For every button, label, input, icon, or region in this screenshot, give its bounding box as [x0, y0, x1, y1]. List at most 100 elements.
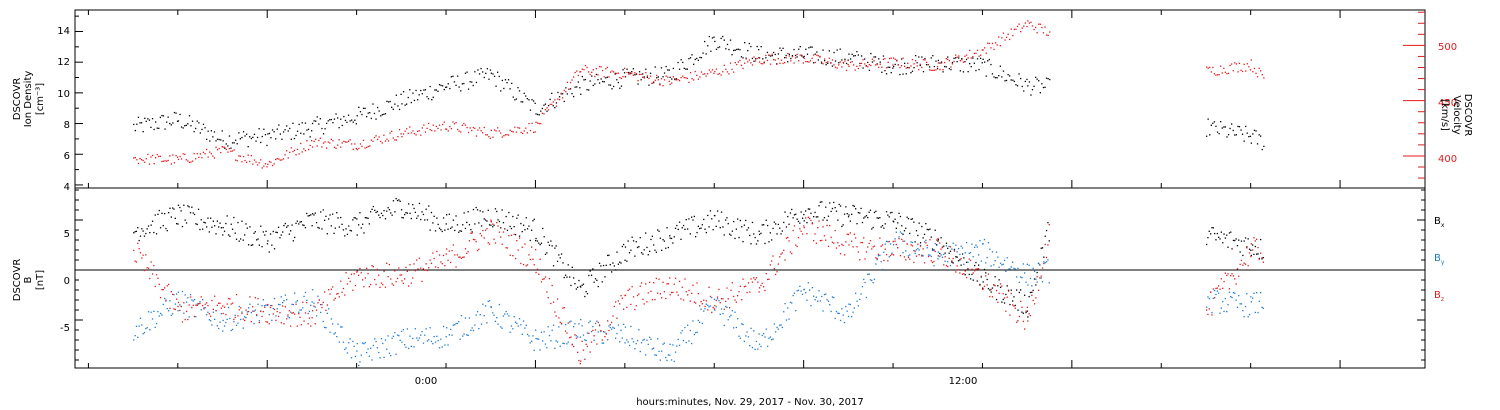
bz-point	[953, 250, 956, 252]
velocity-point	[785, 57, 787, 59]
density-point	[346, 121, 348, 123]
velocity-point	[1045, 34, 1048, 36]
velocity-point	[233, 149, 235, 151]
bx-point	[487, 209, 489, 211]
velocity-point	[1235, 63, 1237, 65]
bx-point	[809, 208, 811, 210]
by-point	[830, 310, 832, 313]
velocity-point	[845, 69, 848, 72]
velocity-point	[296, 148, 299, 150]
bz-point	[326, 304, 328, 306]
velocity-point	[236, 160, 238, 162]
bz-point	[1045, 256, 1048, 259]
density-point	[930, 57, 932, 59]
density-point	[275, 138, 277, 140]
by-point	[792, 294, 794, 297]
bz-point	[366, 267, 368, 269]
velocity-point	[836, 67, 838, 69]
bx-point	[292, 240, 294, 242]
by-point	[1048, 282, 1050, 284]
velocity-point	[387, 140, 390, 142]
by-point	[420, 334, 422, 336]
bz-point	[543, 278, 545, 280]
by-point	[142, 333, 144, 335]
bz-point	[531, 246, 533, 248]
density-point	[1220, 121, 1222, 123]
bz-point	[772, 255, 774, 257]
density-point	[381, 114, 383, 116]
by-point	[720, 308, 723, 310]
bx-point	[1250, 254, 1252, 257]
velocity-point	[849, 61, 852, 63]
density-point	[580, 93, 582, 95]
bx-point	[558, 254, 560, 256]
by-point	[468, 317, 471, 319]
bz-point	[302, 301, 304, 303]
by-point	[849, 303, 851, 306]
bx-point	[524, 229, 526, 231]
velocity-point	[632, 74, 634, 76]
bx-point	[208, 231, 210, 233]
bz-point	[707, 309, 709, 311]
bz-point	[678, 280, 681, 282]
bz-point	[177, 301, 180, 304]
velocity-point	[634, 72, 636, 74]
bx-point	[769, 232, 771, 234]
density-point	[708, 35, 710, 38]
density-point	[162, 115, 165, 117]
by-point	[1223, 310, 1225, 313]
density-point	[1045, 77, 1048, 79]
bx-point	[497, 219, 499, 221]
by-point	[498, 303, 501, 306]
bz-point	[735, 301, 737, 303]
bx-point	[813, 216, 815, 218]
bz-point	[488, 243, 491, 245]
bx-point	[580, 286, 582, 288]
velocity-point	[434, 130, 436, 132]
by-point	[853, 307, 855, 309]
by-point	[458, 321, 460, 323]
velocity-point	[346, 141, 348, 143]
bx-point	[853, 205, 855, 207]
density-point	[936, 68, 939, 70]
bz-point	[763, 286, 765, 288]
by-point	[818, 290, 820, 292]
bx-point	[651, 235, 653, 237]
bx-point	[1257, 253, 1259, 255]
by-point	[743, 340, 745, 342]
bx-point	[714, 215, 716, 217]
density-point	[256, 136, 259, 139]
bz-point	[546, 291, 548, 293]
b-label-line2: B	[23, 276, 34, 283]
velocity-point	[249, 160, 251, 163]
by-point	[470, 329, 472, 331]
bz-point	[522, 263, 525, 266]
velocity-point	[518, 127, 521, 129]
velocity-point	[589, 73, 591, 76]
density-point	[617, 81, 619, 84]
bz-point	[803, 225, 805, 227]
bz-point	[176, 298, 178, 300]
by-point	[632, 341, 635, 343]
velocity-point	[980, 54, 982, 56]
bz-point	[689, 300, 691, 302]
bz-point	[552, 301, 555, 303]
bx-point	[235, 238, 238, 240]
density-point	[1041, 83, 1043, 85]
bx-point	[482, 211, 484, 213]
velocity-point	[377, 138, 379, 141]
bz-point	[727, 298, 729, 300]
density-point	[576, 86, 578, 88]
bz-point	[851, 240, 853, 242]
density-point	[475, 81, 478, 84]
bz-point	[277, 315, 280, 317]
density-point	[150, 126, 152, 128]
bx-point	[1228, 232, 1231, 234]
bz-point	[356, 270, 358, 272]
bz-point	[212, 308, 214, 310]
bz-point	[739, 285, 741, 287]
density-point	[1258, 134, 1260, 136]
bx-point	[864, 216, 866, 218]
velocity-point	[145, 158, 147, 160]
by-point	[540, 331, 543, 333]
